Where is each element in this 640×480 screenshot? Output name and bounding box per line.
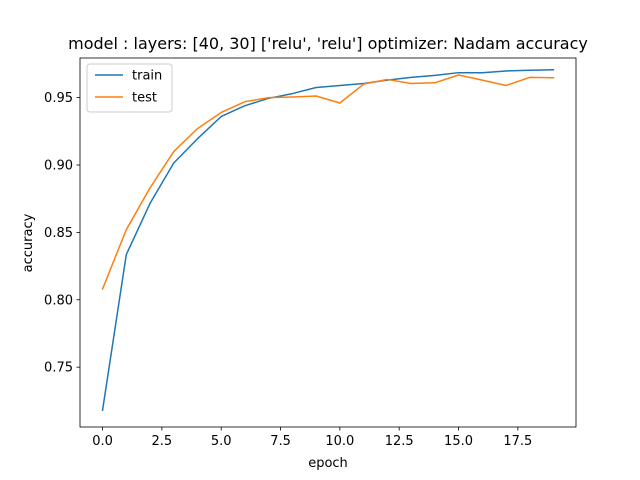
x-tick-label: 0.0 <box>92 434 113 449</box>
y-tick-label: 0.75 <box>44 361 73 376</box>
x-tick-label: 12.5 <box>385 434 414 449</box>
plot-area <box>80 58 576 427</box>
y-tick-label: 0.90 <box>44 159 73 174</box>
legend-label-test: test <box>132 91 157 106</box>
y-tick-label: 0.85 <box>44 226 73 241</box>
plot-background <box>80 58 576 427</box>
x-axis-label: epoch <box>308 456 348 471</box>
series-line-test <box>101 74 555 290</box>
legend: train test <box>86 63 173 113</box>
chart-title: model : layers: [40, 30] ['relu', 'relu'… <box>68 34 588 53</box>
x-tick-label: 2.5 <box>152 434 173 449</box>
legend-frame <box>86 63 173 113</box>
y-tick-label: 0.80 <box>44 293 73 308</box>
legend-label-train: train <box>132 69 162 84</box>
x-tick-label: 7.5 <box>270 434 291 449</box>
series-group <box>101 68 555 412</box>
series-line-train <box>101 68 555 412</box>
x-tick-label: 15.0 <box>444 434 473 449</box>
axes-group: 0.0 2.5 5.0 7.5 10.0 12.5 15.0 17.5 0.75 0.80 0.85… <box>44 57 577 449</box>
axes-frame <box>79 57 577 428</box>
y-axis-label: accuracy <box>21 213 36 272</box>
x-tick-label: 10.0 <box>325 434 354 449</box>
y-tick-label: 0.95 <box>44 91 73 106</box>
x-tick-label: 17.5 <box>503 434 532 449</box>
x-tick-label: 5.0 <box>211 434 232 449</box>
